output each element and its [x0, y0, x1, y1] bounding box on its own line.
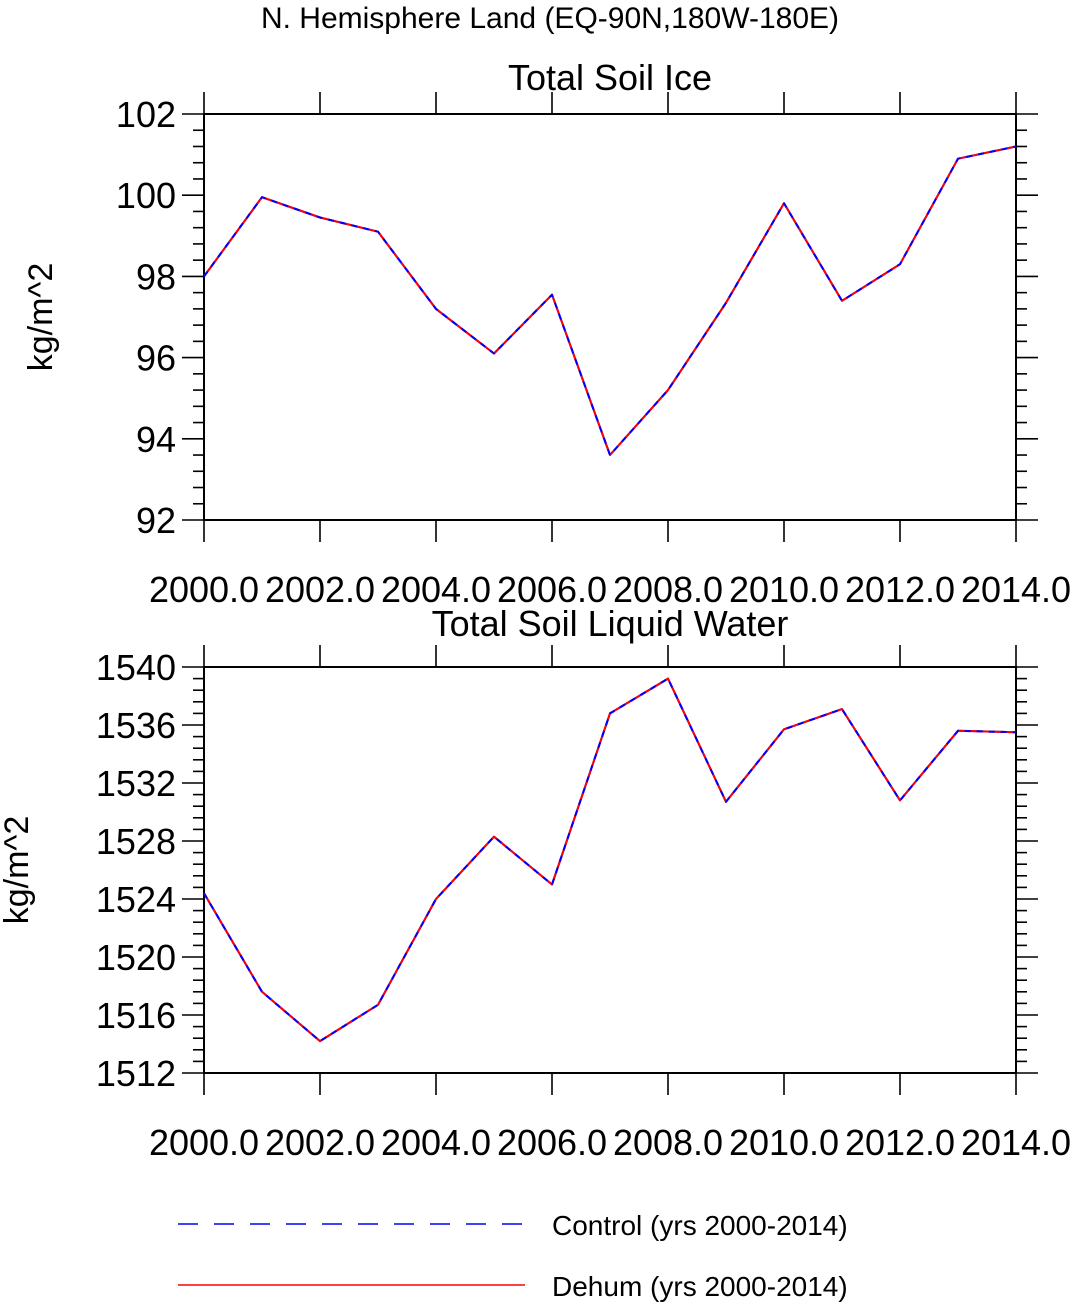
legend: Control (yrs 2000-2014) Dehum (yrs 2000-…	[178, 1210, 848, 1302]
figure-title: N. Hemisphere Land (EQ-90N,180W-180E)	[261, 2, 839, 35]
x-tick-label: 2002.0	[265, 1122, 375, 1163]
x-tick-label: 2000.0	[149, 569, 259, 610]
y-tick-label: 1540	[96, 647, 176, 688]
y-tick-label: 92	[136, 500, 176, 541]
x-tick-label: 2004.0	[381, 1122, 491, 1163]
x-tick-label: 2012.0	[845, 1122, 955, 1163]
y-tick-label: 1532	[96, 763, 176, 804]
y-axis-label: kg/m^2	[22, 263, 60, 372]
x-tick-label: 2014.0	[961, 1122, 1071, 1163]
x-tick-label: 2004.0	[381, 569, 491, 610]
y-tick-label: 100	[116, 175, 176, 216]
x-tick-label: 2014.0	[961, 569, 1071, 610]
series-line-control	[203, 145, 1017, 456]
series-line-dehum	[203, 145, 1017, 456]
chart-title: Total Soil Ice	[508, 57, 712, 98]
x-tick-label: 2000.0	[149, 1122, 259, 1163]
y-tick-label: 98	[136, 256, 176, 297]
x-tick-label: 2006.0	[497, 569, 607, 610]
legend-label-control: Control (yrs 2000-2014)	[552, 1210, 848, 1241]
x-tick-label: 2008.0	[613, 1122, 723, 1163]
series-line-control	[203, 677, 1017, 1043]
chart-title: Total Soil Liquid Water	[432, 603, 789, 644]
y-tick-label: 94	[136, 419, 176, 460]
x-tick-label: 2002.0	[265, 569, 375, 610]
y-tick-label: 1528	[96, 821, 176, 862]
y-axis-label: kg/m^2	[0, 816, 36, 925]
panel-total-soil-liquid-water: Total Soil Liquid Water kg/m^2 1512 1516 152…	[0, 603, 1071, 1163]
plot-frame	[203, 113, 1017, 521]
y-tick-label: 1536	[96, 705, 176, 746]
x-tick-label: 2008.0	[613, 569, 723, 610]
x-tick-label: 2010.0	[729, 1122, 839, 1163]
y-tick-label: 1516	[96, 995, 176, 1036]
x-tick-label: 2006.0	[497, 1122, 607, 1163]
y-tick-label: 1512	[96, 1053, 176, 1094]
series-line-control-dash-overlay	[203, 145, 1017, 456]
legend-label-dehum: Dehum (yrs 2000-2014)	[552, 1271, 848, 1302]
series-line-dehum	[203, 677, 1017, 1043]
y-tick-label: 1524	[96, 879, 176, 920]
y-tick-label: 96	[136, 338, 176, 379]
x-tick-label: 2010.0	[729, 569, 839, 610]
panel-total-soil-ice: Total Soil Ice kg/m^2 92 94 96 98 100 102 2000.0…	[22, 57, 1071, 610]
series-line-control-dash-overlay	[203, 677, 1017, 1043]
x-tick-label: 2012.0	[845, 569, 955, 610]
plot-frame	[203, 666, 1017, 1074]
y-tick-label: 1520	[96, 937, 176, 978]
y-tick-label: 102	[116, 94, 176, 135]
